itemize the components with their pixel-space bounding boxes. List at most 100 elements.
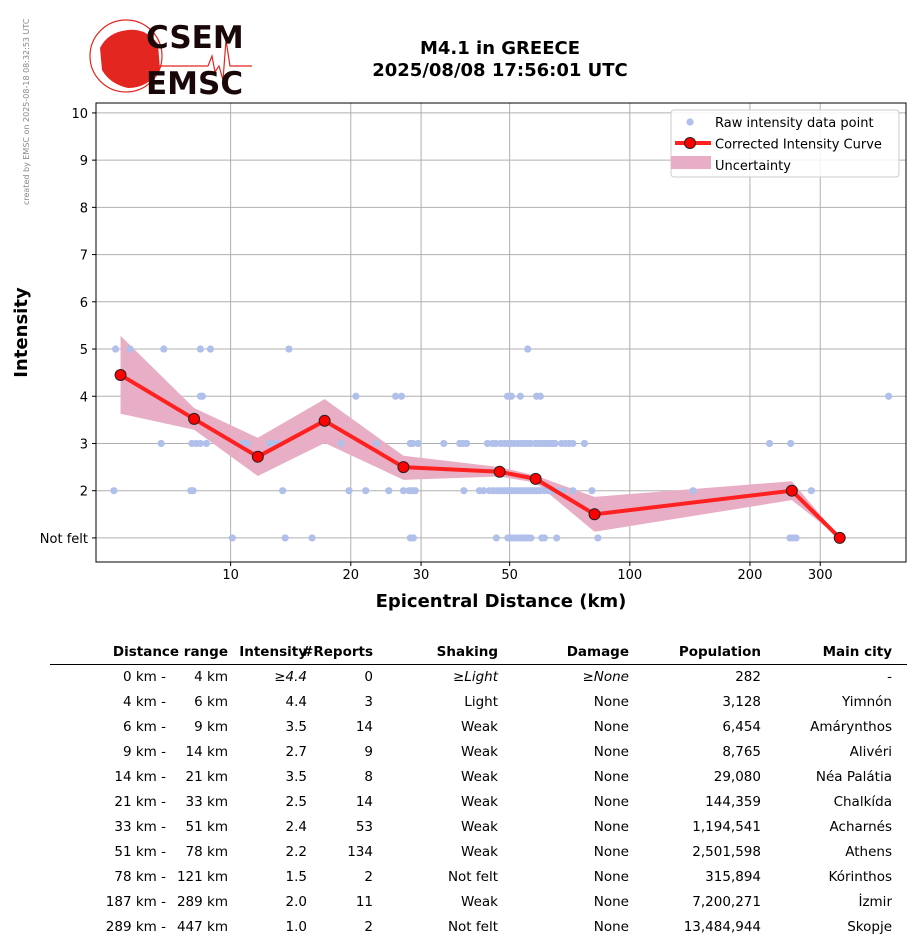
cell-intensity: 3.5 [285, 769, 307, 785]
raw-data-point [569, 439, 577, 448]
raw-data-point [551, 439, 559, 448]
cell-from: 78 km - [114, 869, 166, 885]
table-row: 0 km - 4 km ≥4.4 0 ≥Light ≥None 282 - [50, 665, 907, 690]
y-axis-label: Intensity [11, 287, 32, 378]
raw-data-point [399, 487, 408, 495]
cell-shaking: Weak [461, 769, 498, 785]
table-row: 51 km - 78 km 2.2 134 Weak None 2,501,598 Athen… [50, 840, 907, 865]
x-tick-label: 20 [343, 568, 360, 583]
raw-data-point [553, 534, 561, 542]
cell-city: Acharnés [829, 819, 892, 835]
cell-city: Kórinthos [828, 869, 892, 885]
cell-damage: None [593, 819, 629, 835]
curve-marker [785, 484, 798, 497]
curve-marker [397, 461, 410, 474]
raw-data-point [160, 345, 168, 353]
cell-shaking: Not felt [447, 869, 498, 885]
cell-from: 4 km - [122, 694, 166, 710]
column-header: Population [678, 644, 761, 660]
raw-data-point [414, 439, 422, 448]
raw-data-point [352, 392, 360, 400]
raw-data-point [594, 534, 602, 542]
raw-data-point [807, 487, 815, 495]
legend-curve-marker [684, 137, 696, 149]
cell-shaking: Weak [461, 744, 498, 760]
cell-city: Néa Palátia [815, 769, 892, 785]
raw-data-point [308, 534, 316, 542]
y-tick-label: 4 [80, 390, 88, 405]
raw-data-point [536, 392, 544, 400]
raw-data-point [580, 439, 589, 448]
raw-data-point [126, 345, 134, 353]
cell-reports: 3 [364, 694, 373, 710]
cell-from: 0 km - [122, 669, 166, 685]
cell-city: - [887, 669, 892, 685]
cell-shaking: Weak [461, 719, 498, 735]
cell-reports: 14 [355, 719, 373, 735]
raw-data-point [206, 345, 215, 353]
cell-damage: None [593, 844, 629, 860]
cell-from: 289 km - [105, 919, 166, 935]
raw-data-point [507, 392, 515, 400]
cell-intensity: 2.0 [285, 894, 307, 910]
cell-to: 21 km [185, 769, 228, 785]
column-header: #Reports [302, 644, 373, 660]
cell-damage: None [593, 719, 629, 735]
raw-data-point [385, 487, 393, 495]
legend-label: Uncertainty [715, 159, 791, 174]
cell-intensity: 4.4 [285, 694, 307, 710]
table-row: 21 km - 33 km 2.5 14 Weak None 144,359 Chalkída [50, 790, 907, 815]
cell-to: 289 km [176, 894, 228, 910]
curve-marker [188, 412, 201, 425]
cell-intensity: 2.4 [285, 819, 307, 835]
cell-shaking: Weak [461, 844, 498, 860]
cell-intensity: 1.5 [285, 869, 307, 885]
raw-data-point [337, 439, 345, 448]
cell-reports: 9 [364, 744, 373, 760]
raw-data-point [516, 392, 524, 400]
cell-city: Chalkída [833, 794, 892, 810]
raw-data-point [372, 439, 381, 448]
cell-shaking: Weak [461, 819, 498, 835]
raw-data-point [110, 487, 118, 495]
raw-data-point [202, 439, 211, 448]
raw-data-point [189, 487, 197, 495]
legend-band-swatch [671, 156, 711, 169]
table-row: 33 km - 51 km 2.4 53 Weak None 1,194,541 Acharn… [50, 815, 907, 840]
logo-text-emsc: EMSC [146, 66, 243, 100]
legend-box [670, 109, 900, 178]
cell-city: Athens [845, 844, 892, 860]
cell-to: 78 km [185, 844, 228, 860]
legend-label: Raw intensity data point [715, 116, 874, 131]
raw-data-point [198, 392, 207, 400]
chart-title: M4.1 in GREECE 2025/08/08 17:56:01 UTC [300, 38, 700, 82]
cell-intensity: 2.5 [285, 794, 307, 810]
cell-population: 7,200,271 [692, 894, 761, 910]
cell-from: 6 km - [122, 719, 166, 735]
x-tick-label: 300 [808, 568, 833, 583]
cell-shaking: Light [464, 694, 498, 710]
cell-to: 9 km [194, 719, 228, 735]
raw-data-point [440, 439, 448, 448]
x-tick-label: 30 [413, 568, 430, 583]
raw-data-point [479, 487, 488, 495]
raw-data-point [588, 487, 596, 495]
y-tick-label: 3 [80, 437, 88, 452]
cell-shaking: ≥Light [452, 669, 498, 685]
raw-data-point [492, 534, 500, 542]
y-tick-label: 10 [71, 107, 88, 122]
raw-data-point [243, 439, 251, 448]
x-tick-label: 100 [617, 568, 642, 583]
cell-intensity: ≥4.4 [274, 669, 307, 685]
cell-reports: 2 [364, 919, 373, 935]
table-row: 78 km - 121 km 1.5 2 Not felt None 315,894 Kóri… [50, 865, 907, 890]
cell-damage: None [593, 919, 629, 935]
cell-city: Alivéri [849, 744, 892, 760]
cell-reports: 134 [347, 844, 373, 860]
cell-population: 282 [735, 669, 761, 685]
y-tick-label: 8 [80, 201, 88, 216]
column-header: Intensity [239, 644, 307, 660]
column-header: Damage [566, 644, 629, 660]
column-header: Main city [822, 644, 892, 660]
raw-data-point [111, 345, 120, 353]
